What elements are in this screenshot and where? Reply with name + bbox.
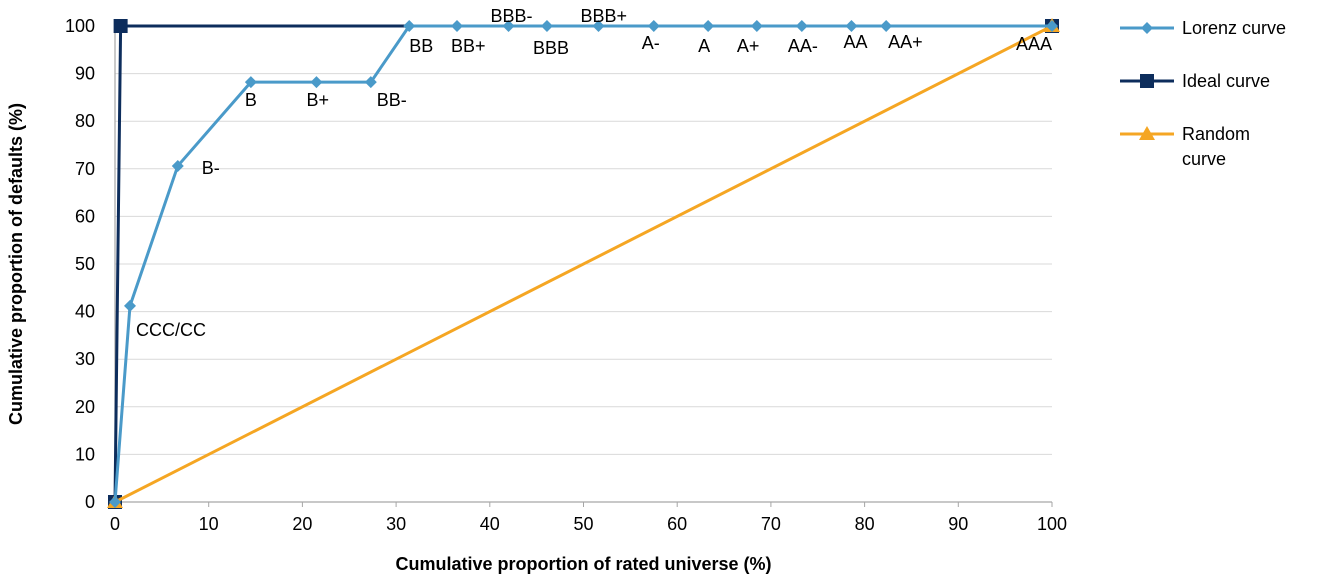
legend-label-random-curve: Random curve — [1182, 124, 1250, 169]
lorenz-curve-point-13 — [750, 20, 763, 32]
y-tick-label-70: 70 — [75, 159, 95, 179]
y-axis-title: Cumulative proportion of defaults (%) — [6, 103, 26, 425]
x-tick-label-20: 20 — [292, 514, 312, 534]
lorenz-curve-point-8 — [502, 20, 515, 32]
x-tick-label-50: 50 — [573, 514, 593, 534]
point-label-aa-: AA- — [788, 36, 818, 56]
random-curve-line — [114, 24, 1053, 504]
series-lorenz-curve — [109, 20, 1058, 508]
lorenz-curve-point-14 — [795, 20, 808, 32]
point-label-b-: B+ — [306, 90, 329, 110]
point-label-aa-: AA+ — [888, 32, 923, 52]
legend-marker-lorenz-curve — [1141, 22, 1153, 34]
lorenz-curve-point-11 — [647, 20, 660, 32]
x-tick-label-30: 30 — [386, 514, 406, 534]
x-tick-label-0: 0 — [110, 514, 120, 534]
lorenz-curve-point-3 — [244, 76, 257, 89]
point-label-bb-: BB+ — [451, 36, 486, 56]
point-label-bbb-: BBB+ — [580, 6, 627, 26]
lorenz-curve-point-12 — [702, 20, 715, 32]
lorenz-curve-point-9 — [540, 20, 553, 32]
lorenz-curve-point-0 — [109, 496, 121, 508]
point-label-b: B — [245, 90, 257, 110]
lorenz-curve-point-6 — [403, 20, 416, 32]
legend-label-lorenz-curve: Lorenz curve — [1182, 18, 1286, 38]
point-label-b-: B- — [202, 158, 220, 178]
point-label-a: A — [698, 36, 710, 56]
point-label-ccc-cc: CCC/CC — [136, 320, 206, 340]
x-tick-label-40: 40 — [480, 514, 500, 534]
y-tick-label-20: 20 — [75, 397, 95, 417]
lorenz-curve-point-7 — [451, 20, 464, 32]
ideal-curve-point-1 — [113, 19, 128, 33]
point-label-bb-: BB- — [377, 90, 407, 110]
legend-marker-random-curve — [1139, 126, 1155, 140]
x-tick-label-90: 90 — [948, 514, 968, 534]
point-label-bbb-: BBB- — [491, 6, 533, 26]
lorenz-curve-point-15 — [845, 20, 858, 32]
point-label-a-: A- — [642, 33, 660, 53]
lorenz-curve-point-1 — [123, 299, 136, 312]
lorenz-curve-point-10 — [592, 20, 605, 32]
legend-item-ideal-curve: Ideal curve — [1120, 71, 1270, 91]
x-tick-label-80: 80 — [855, 514, 875, 534]
point-label-aaa: AAA — [1016, 34, 1052, 54]
lorenz-curve-point-5 — [364, 76, 377, 89]
legend-label-ideal-curve: Ideal curve — [1182, 71, 1270, 91]
y-tick-label-60: 60 — [75, 206, 95, 226]
series-layer — [107, 18, 1060, 509]
legend-marker-ideal-curve — [1140, 74, 1154, 88]
y-tick-label-100: 100 — [65, 16, 95, 36]
lorenz-curve-point-2 — [171, 159, 184, 172]
x-tick-label-60: 60 — [667, 514, 687, 534]
axes: 0 10 20 30 40 50 60 70 80 90 100 0 10 20 30 40 50 60 70 80 9… — [65, 16, 1067, 534]
y-tick-label-10: 10 — [75, 444, 95, 464]
lorenz-curve-point-16 — [880, 20, 893, 32]
point-label-aa: AA — [843, 32, 867, 52]
y-tick-label-90: 90 — [75, 64, 95, 84]
point-label-bb: BB — [409, 36, 433, 56]
x-axis-title: Cumulative proportion of rated universe … — [395, 554, 771, 574]
lorenz-curve-point-17 — [1046, 20, 1058, 32]
y-tick-label-80: 80 — [75, 111, 95, 131]
legend-item-lorenz-curve: Lorenz curve — [1120, 18, 1286, 38]
y-tick-label-40: 40 — [75, 302, 95, 322]
point-label-bbb: BBB — [533, 38, 569, 58]
point-label-a-: A+ — [737, 36, 760, 56]
x-tick-label-70: 70 — [761, 514, 781, 534]
legend: Lorenz curve Ideal curve Random curve — [1120, 18, 1286, 169]
y-tick-label-30: 30 — [75, 349, 95, 369]
legend-item-random-curve: Random curve — [1120, 124, 1250, 169]
y-tick-label-50: 50 — [75, 254, 95, 274]
x-tick-label-10: 10 — [199, 514, 219, 534]
lorenz-curve-point-4 — [310, 76, 323, 89]
lorenz-curve-line — [113, 24, 1052, 503]
x-tick-label-100: 100 — [1037, 514, 1067, 534]
y-tick-label-0: 0 — [85, 492, 95, 512]
